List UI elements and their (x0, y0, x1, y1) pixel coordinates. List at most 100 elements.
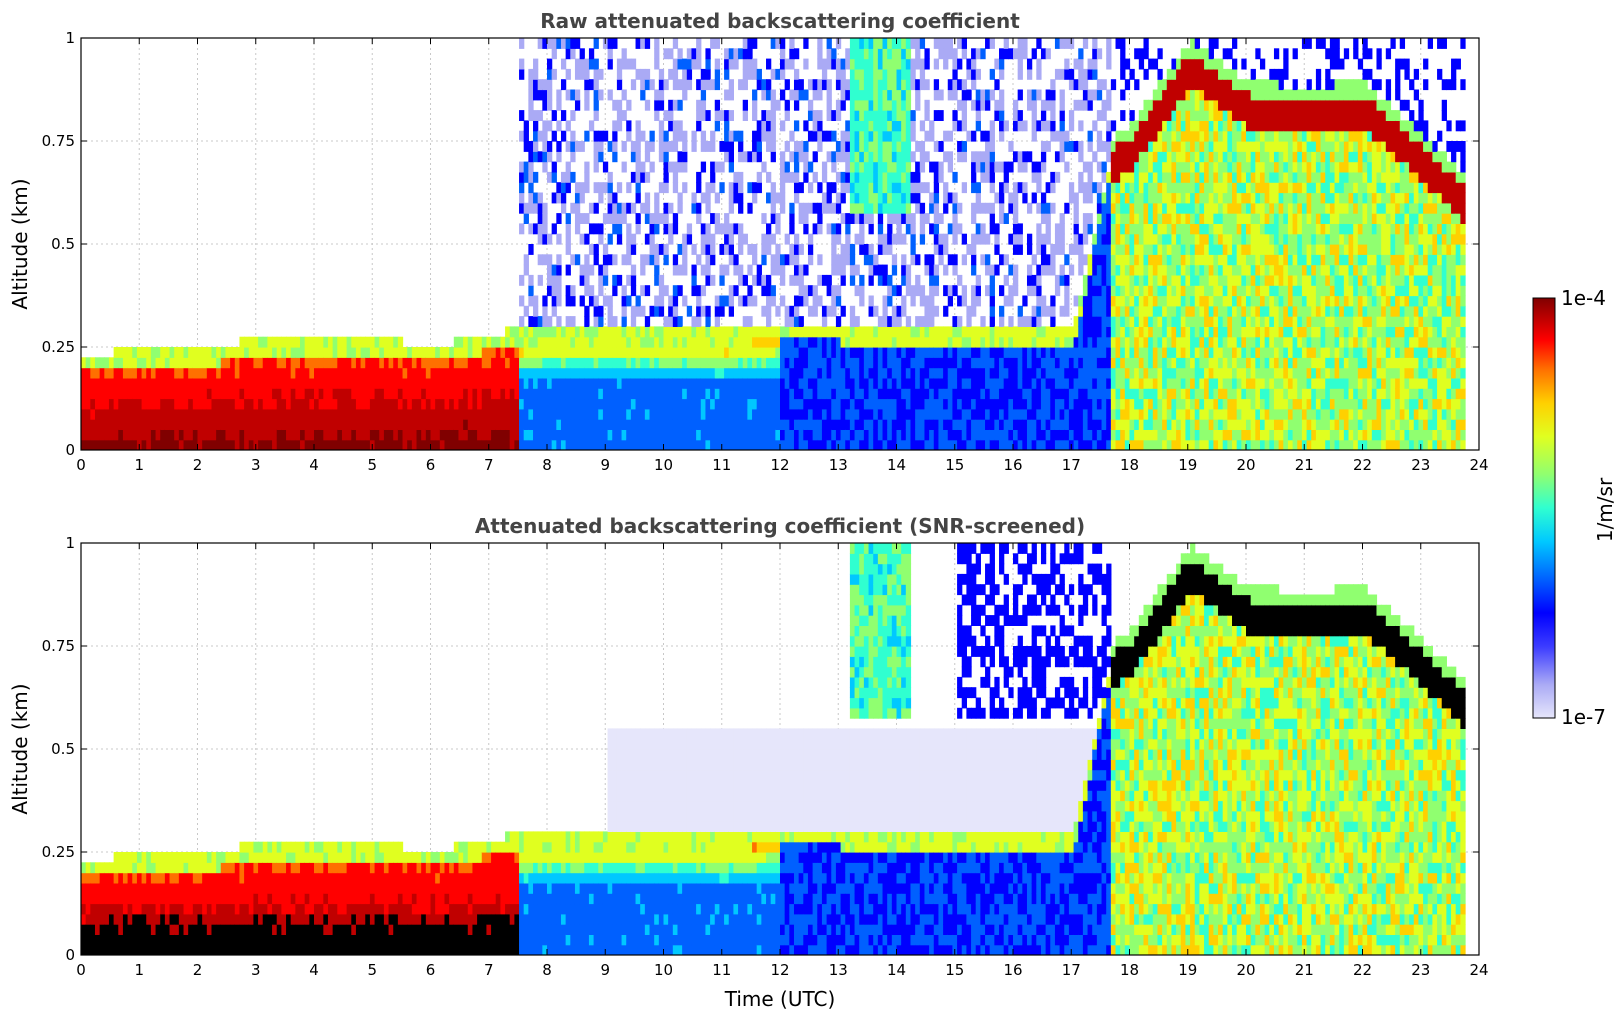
heatmap-cell (826, 285, 832, 297)
heatmap-cell (989, 367, 995, 379)
heatmap-cell (598, 141, 604, 152)
heatmap-cell (118, 398, 124, 410)
heatmap-cell (1143, 192, 1149, 204)
heatmap-cell (947, 357, 954, 369)
heatmap-cell (216, 377, 222, 389)
heatmap-cell (1120, 223, 1126, 235)
heatmap-cell (905, 264, 912, 276)
heatmap-cell (598, 357, 604, 369)
heatmap-cell (537, 130, 543, 142)
heatmap-cell (999, 326, 1005, 338)
heatmap-cell (1054, 38, 1061, 49)
heatmap-cell (915, 182, 921, 194)
heatmap-cell (957, 38, 963, 49)
heatmap-cell (244, 367, 250, 379)
heatmap-cell (537, 202, 543, 214)
heatmap-cell (719, 244, 725, 255)
heatmap-cell (612, 120, 618, 132)
heatmap-cell (85, 367, 91, 379)
heatmap-cell (971, 48, 977, 60)
heatmap-cell (938, 398, 944, 410)
heatmap-cell (323, 398, 329, 410)
heatmap-cell (919, 336, 926, 348)
heatmap-cell (654, 213, 660, 224)
heatmap-cell (206, 388, 213, 400)
heatmap-cell (612, 336, 618, 348)
heatmap-cell (770, 388, 776, 400)
heatmap-cell (178, 357, 185, 369)
heatmap-cell (1106, 264, 1112, 276)
heatmap-cell (1036, 347, 1042, 358)
heatmap-cell (1003, 295, 1009, 307)
heatmap-cell (327, 419, 334, 430)
heatmap-cell (1073, 99, 1079, 111)
heatmap-cell (1110, 151, 1117, 163)
heatmap-cell (351, 388, 357, 400)
heatmap-cell (519, 408, 525, 420)
heatmap-cell (1022, 120, 1028, 132)
heatmap-cell (1003, 161, 1009, 173)
heatmap-cell (560, 192, 567, 204)
heatmap-cell (780, 89, 786, 101)
heatmap-cell (943, 408, 949, 420)
heatmap-cell (1166, 68, 1173, 80)
heatmap-cell (766, 326, 772, 338)
heatmap-cell (374, 408, 380, 420)
heatmap-cell (882, 347, 888, 358)
heatmap-cell (905, 182, 912, 194)
heatmap-cell (383, 388, 390, 400)
heatmap-cell (225, 419, 231, 430)
heatmap-cell (649, 244, 655, 255)
heatmap-cell (258, 357, 264, 369)
heatmap-cell (407, 408, 413, 420)
heatmap-cell (593, 68, 599, 80)
heatmap-cell (1096, 264, 1103, 276)
heatmap-cell (1162, 357, 1168, 369)
heatmap-cell (1152, 285, 1159, 297)
heatmap-cell (658, 419, 665, 430)
heatmap-cell (1059, 233, 1065, 245)
heatmap-cell (1101, 388, 1107, 400)
heatmap-cell (1073, 429, 1079, 441)
heatmap-cell (556, 388, 562, 400)
heatmap-cell (877, 99, 884, 111)
heatmap-cell (547, 99, 553, 111)
heatmap-cell (756, 274, 762, 286)
heatmap-cell (607, 377, 613, 389)
heatmap-cell (812, 429, 818, 441)
heatmap-cell (817, 130, 823, 142)
heatmap-cell (831, 182, 837, 194)
heatmap-cell (1110, 120, 1117, 132)
heatmap-cell (332, 429, 338, 441)
heatmap-cell (887, 233, 893, 245)
heatmap-cell (873, 388, 879, 400)
heatmap-cell (1162, 326, 1168, 338)
heatmap-cell (1157, 398, 1163, 410)
heatmap-cell (244, 377, 250, 389)
heatmap-cell (547, 58, 553, 70)
heatmap-cell (286, 429, 292, 441)
heatmap-cell (1040, 408, 1047, 420)
heatmap-cell (975, 182, 981, 194)
heatmap-cell (924, 99, 930, 111)
heatmap-cell (537, 223, 543, 235)
heatmap-cell (1026, 244, 1033, 255)
heatmap-cell (686, 429, 693, 441)
heatmap-cell (318, 419, 324, 430)
heatmap-cell (663, 285, 669, 297)
heatmap-cell (346, 367, 352, 379)
heatmap-cell (574, 192, 581, 204)
heatmap-cell (710, 171, 716, 183)
heatmap-cell (766, 336, 772, 348)
heatmap-cell (668, 202, 674, 214)
heatmap-cell (849, 305, 856, 317)
heatmap-cell (924, 316, 930, 327)
heatmap-cell (905, 110, 912, 121)
heatmap-cell (216, 347, 222, 358)
heatmap-cell (640, 68, 646, 80)
heatmap-cell (1134, 408, 1140, 420)
heatmap-cell (686, 357, 693, 369)
heatmap-cell (1101, 254, 1107, 266)
heatmap-cell (1180, 429, 1187, 441)
heatmap-cell (491, 388, 497, 400)
